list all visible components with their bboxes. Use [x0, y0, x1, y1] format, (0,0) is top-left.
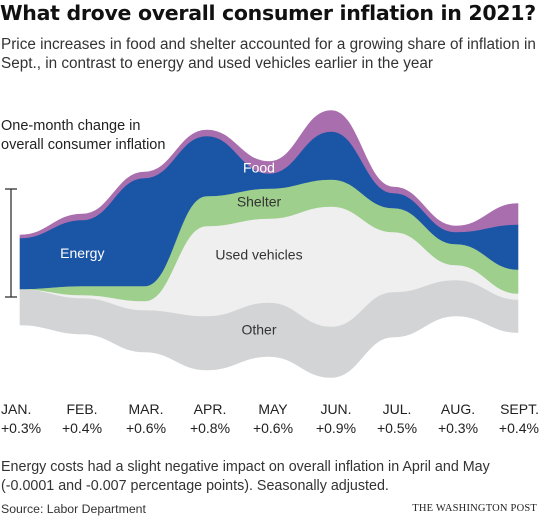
month-total-label: +0.4%	[499, 420, 539, 436]
month-label: JAN.	[1, 401, 31, 417]
month-total-label: +0.5%	[377, 420, 417, 436]
scale-label: One-month change in overall consumer inf…	[1, 118, 166, 153]
layer-food	[19, 110, 519, 239]
chart-subtitle: Price increases in food and shelter acco…	[1, 36, 536, 72]
source-note: Source: Labor Department	[1, 502, 146, 516]
month-total-label: +0.3%	[438, 420, 478, 436]
chart-title: What drove overall consumer inflation in…	[0, 1, 536, 25]
month-total-label: +0.9%	[316, 420, 356, 436]
month-label: APR.	[194, 401, 227, 417]
month-total-label: +0.6%	[253, 420, 293, 436]
credit-logo: THE WASHINGTON POST	[412, 503, 537, 514]
month-total-label: +0.8%	[190, 420, 230, 436]
month-label: JUN.	[320, 401, 351, 417]
stream-layers	[19, 110, 519, 378]
scale-bar	[5, 188, 17, 298]
month-label: FEB.	[66, 401, 97, 417]
layer-label-food: Food	[243, 160, 275, 176]
month-label: MAR.	[129, 401, 164, 417]
layer-label-energy: Energy	[60, 245, 104, 261]
month-total-label: +0.6%	[126, 420, 166, 436]
month-total-label: +0.3%	[1, 420, 41, 436]
layer-label-used-vehicles: Used vehicles	[215, 247, 302, 263]
month-label: AUG.	[441, 401, 475, 417]
layer-label-shelter: Shelter	[237, 194, 282, 210]
month-total-label: +0.4%	[62, 420, 102, 436]
footnote: Energy costs had a slight negative impac…	[1, 459, 490, 494]
x-axis-labels: JAN. +0.3% FEB. +0.4% MAR. +0.6% APR. +0.8% MAY +…	[1, 401, 539, 436]
month-label: SEPT.	[500, 401, 539, 417]
layer-labels: Other Used vehicles Shelter Energy Food	[60, 160, 302, 338]
month-label: MAY	[258, 401, 288, 417]
month-label: JUL.	[383, 401, 412, 417]
layer-label-other: Other	[241, 322, 276, 338]
